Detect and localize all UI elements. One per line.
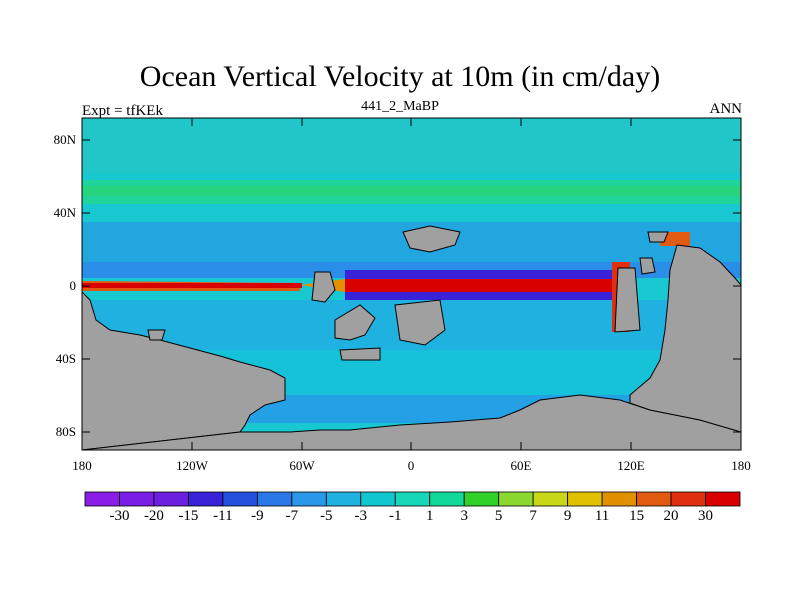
colorbar-swatch bbox=[119, 491, 155, 507]
colorbar-label: 15 bbox=[629, 508, 645, 524]
season-label: ANN bbox=[709, 101, 743, 117]
colorbar-swatch bbox=[153, 491, 189, 507]
equatorial-downwelling-north bbox=[345, 270, 615, 279]
lon-label-180e: 180 bbox=[731, 458, 751, 473]
lat-label-0: 0 bbox=[69, 278, 77, 293]
colorbar-swatch bbox=[498, 491, 534, 507]
equatorial-downwelling-south bbox=[345, 292, 615, 300]
island-west-small bbox=[147, 329, 166, 341]
north-band-green-strong bbox=[82, 186, 741, 196]
colorbar-swatch bbox=[360, 491, 396, 507]
colorbar-swatch bbox=[532, 491, 569, 507]
lat-label-80n: 80N bbox=[53, 132, 76, 147]
colorbar-label: -20 bbox=[143, 508, 164, 524]
island-ne-2 bbox=[639, 257, 656, 275]
experiment-label: Expt = tfKEk bbox=[82, 103, 163, 119]
lon-tick-marks bbox=[81, 118, 742, 450]
colorbar-swatch bbox=[222, 491, 258, 507]
colorbar-swatch bbox=[188, 491, 224, 507]
colorbar-label: 1 bbox=[425, 508, 434, 524]
island-south-2 bbox=[394, 299, 446, 346]
colorbar-swatch bbox=[463, 491, 500, 507]
equatorial-upwelling-core bbox=[82, 283, 302, 288]
island-ne-1 bbox=[647, 231, 669, 243]
colorbar-label: 11 bbox=[594, 508, 610, 524]
colorbar-swatch bbox=[325, 491, 362, 507]
colorbar-swatch bbox=[636, 491, 672, 507]
colorbar-label: -11 bbox=[213, 508, 233, 524]
island-south-3 bbox=[339, 347, 381, 361]
lon-label-120e: 120E bbox=[617, 458, 645, 473]
lon-label-180w: 180 bbox=[72, 458, 92, 473]
colorbar-label: -1 bbox=[389, 508, 402, 524]
plot-title: Ocean Vertical Velocity at 10m (in cm/da… bbox=[139, 60, 661, 93]
colorbar-label: -9 bbox=[251, 508, 264, 524]
colorbar-swatch bbox=[567, 491, 603, 507]
island-equatorial-1 bbox=[311, 271, 336, 303]
lat-label-40s: 40S bbox=[55, 351, 76, 366]
island-east-1 bbox=[614, 267, 641, 333]
lat-tick-marks bbox=[82, 139, 741, 433]
colorbar-label: -15 bbox=[178, 508, 199, 524]
colorbar-label: 30 bbox=[698, 508, 714, 524]
colorbar-label: -5 bbox=[320, 508, 333, 524]
coastal-upwelling-ne bbox=[660, 232, 690, 246]
lat-label-80s: 80S bbox=[55, 424, 76, 439]
lat-label-40n: 40N bbox=[53, 205, 76, 220]
case-label: 441_2_MaBP bbox=[361, 99, 439, 114]
colorbar bbox=[84, 491, 741, 507]
land-east-continent bbox=[629, 244, 741, 433]
lon-label-0: 0 bbox=[407, 458, 415, 473]
colorbar-swatch bbox=[84, 491, 120, 507]
colorbar-label: -30 bbox=[109, 508, 130, 524]
colorbar-swatch bbox=[256, 491, 293, 507]
colorbar-label: 9 bbox=[563, 508, 572, 524]
lon-label-120w: 120W bbox=[176, 458, 208, 473]
equatorial-upwelling-east bbox=[345, 279, 620, 292]
colorbar-swatch bbox=[670, 491, 706, 507]
colorbar-label: 7 bbox=[529, 508, 537, 524]
colorbar-label: 20 bbox=[663, 508, 679, 524]
lon-label-60e: 60E bbox=[510, 458, 532, 473]
north-band-cyan bbox=[82, 118, 741, 173]
lon-label-60w: 60W bbox=[289, 458, 315, 473]
land-west-continent bbox=[82, 291, 286, 450]
colorbar-swatch bbox=[429, 491, 465, 507]
colorbar-swatch bbox=[601, 491, 637, 507]
colorbar-label: -3 bbox=[354, 508, 368, 524]
colorbar-label: -7 bbox=[285, 508, 299, 524]
colorbar-label: 5 bbox=[494, 508, 503, 524]
colorbar-swatch bbox=[394, 491, 431, 507]
colorbar-label: 3 bbox=[460, 508, 468, 524]
land bbox=[82, 225, 741, 450]
colorbar-swatch bbox=[291, 491, 327, 507]
island-north-1 bbox=[402, 225, 461, 253]
colorbar-swatch bbox=[705, 491, 741, 507]
island-south-1 bbox=[334, 304, 376, 341]
